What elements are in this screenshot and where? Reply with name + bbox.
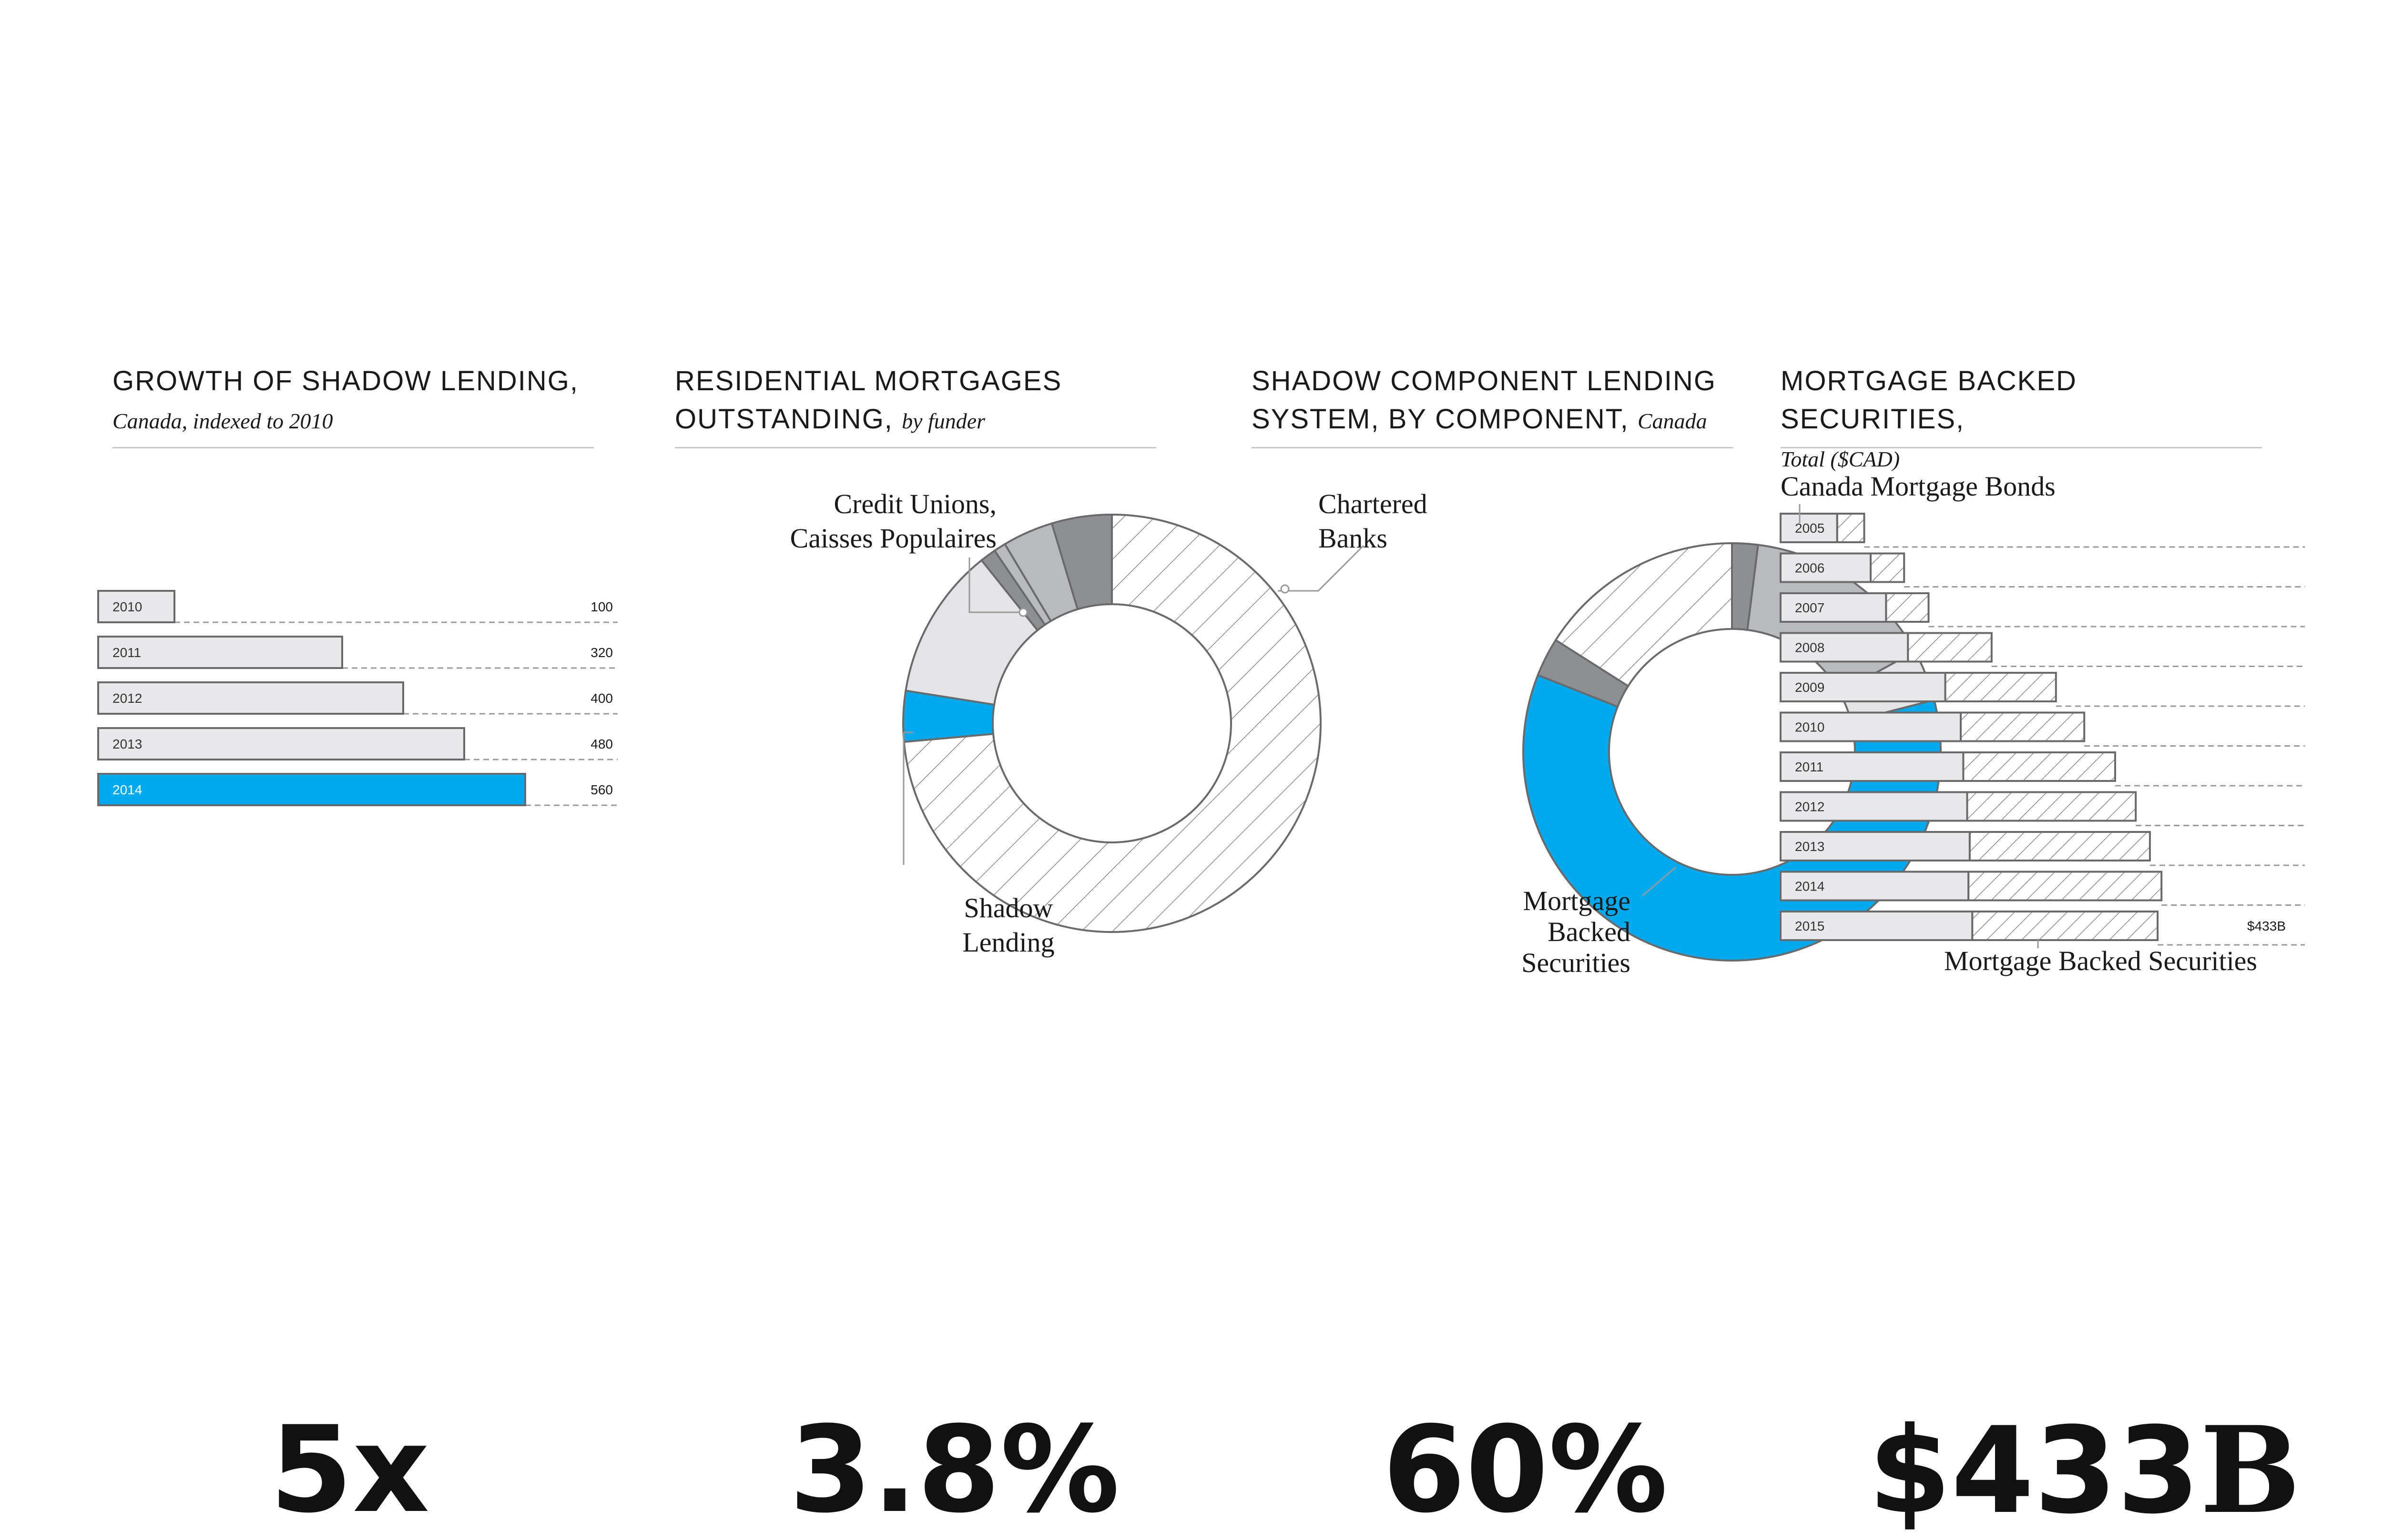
bar-category-label: 2015: [1795, 919, 1824, 933]
bar-cmb-2006: [1780, 552, 1872, 583]
title-divider: [1781, 447, 2262, 448]
bar-value-label: 480: [591, 737, 613, 751]
title-divider: [112, 447, 594, 448]
bar-mbs-2013: [1968, 831, 2151, 861]
title-divider: [1252, 447, 1733, 448]
bar-cmb-2010: [1780, 711, 1962, 742]
bar-2013: [97, 727, 465, 760]
big-stat: $433B: [1868, 1410, 2301, 1530]
big-stat: 60%: [1383, 1410, 1668, 1530]
bar-cmb-2015: [1780, 911, 1974, 941]
bar-mbs-2008: [1907, 632, 1993, 663]
bar-category-label: 2006: [1795, 561, 1824, 576]
panel-title: RESIDENTIAL MORTGAGES OUTSTANDING, by fu…: [675, 362, 1156, 440]
bar-value-label: 560: [591, 782, 613, 797]
leader-credit-unions: [968, 557, 1023, 613]
label-mortgage-backed-securities: Mortgage Backed Securities: [1521, 885, 1630, 978]
mortgages-donut-chart: Credit Unions, Caisses Populaires Chartere…: [790, 488, 1427, 958]
panel-mortgage-backed-securities: MORTGAGE BACKED SECURITIES, Total ($CAD)…: [1780, 362, 2305, 1530]
bar-2010: [97, 590, 175, 623]
bar-mbs-2005: [1836, 513, 1865, 543]
panel-title: MORTGAGE BACKED SECURITIES, Total ($CAD): [1781, 362, 2262, 478]
bar-mbs-2014: [1967, 871, 2163, 902]
bar-category-label: 2010: [1795, 720, 1824, 735]
bar-2014: [97, 773, 526, 806]
label-chartered-banks: Chartered Banks: [1318, 488, 1427, 554]
bar-mbs-2012: [1966, 791, 2137, 822]
bar-mbs-2010: [1960, 711, 2086, 742]
components-donut-chart: Mortgage Backed Securities: [1521, 542, 1942, 978]
big-stat-value: 60%: [1383, 1400, 1668, 1539]
panel-subtitle: Total ($CAD): [1781, 447, 1900, 471]
bar-mbs-2015: [1971, 911, 2159, 941]
panel-title: SHADOW COMPONENT LENDING SYSTEM, BY COMP…: [1252, 362, 1733, 440]
bar-category-label: 2008: [1795, 640, 1824, 655]
leader-chartered-banks: [1278, 545, 1365, 592]
bar-category-label: 2010: [112, 599, 142, 614]
leader-dot: [1280, 584, 1290, 594]
bar-category-label: 2014: [1795, 879, 1824, 894]
label-canada-mortgage-bonds: Canada Mortgage Bonds: [1781, 471, 2056, 502]
bar-category-label: 2011: [112, 645, 141, 660]
bar-category-label: 2012: [1795, 800, 1824, 814]
bar-2011: [97, 636, 343, 669]
bar-cmb-2007: [1780, 592, 1887, 623]
bar-mbs-2011: [1962, 751, 2116, 782]
panel-title: GROWTH OF SHADOW LENDING, Canada, indexe…: [112, 362, 594, 440]
panel-shadow-components: SHADOW COMPONENT LENDING SYSTEM, BY COMP…: [1252, 362, 1942, 1530]
bar-value-label: 320: [591, 645, 613, 660]
panel-title-main: MORTGAGE BACKED SECURITIES,: [1781, 365, 2077, 435]
bar-category-label: 2014: [112, 782, 142, 797]
bar-value-label: 400: [591, 691, 613, 706]
bar-mbs-2006: [1870, 552, 1905, 583]
panel-title-main: GROWTH OF SHADOW LENDING,: [112, 365, 579, 396]
growth-bar-chart: 2010 100 2011 320 2012 400 2013 480 2014 560: [97, 590, 618, 806]
bar-mbs-2007: [1885, 592, 1930, 623]
bar-category-label: 2005: [1795, 521, 1824, 536]
donut-slice-5: [1554, 542, 1733, 688]
bar-category-label: 2013: [1795, 839, 1824, 854]
leader-dot: [1018, 608, 1028, 617]
big-stat-value: 3.8%: [789, 1400, 1120, 1539]
label-shadow-lending: Shadow Lending: [962, 892, 1054, 958]
bar-category-label: 2007: [1795, 600, 1824, 615]
donut-slice-6: [1050, 513, 1113, 611]
end-total-label: $433B: [2247, 919, 2286, 933]
donut-slice-0: [903, 513, 1322, 933]
bar-category-label: 2011: [1795, 760, 1823, 774]
big-stat-unit: B: [2200, 1400, 2301, 1540]
big-stat: 5x: [270, 1410, 429, 1530]
bar-category-label: 2013: [112, 737, 142, 751]
title-divider: [675, 447, 1156, 448]
bar-2012: [97, 681, 404, 715]
panel-subtitle: Canada, indexed to 2010: [112, 409, 333, 433]
big-stat-value: $433: [1868, 1401, 2200, 1540]
mbs-stacked-bar-chart: 2005 2006 2007 2008 2009 2010 2011 2012 2013 2014…: [1780, 471, 2305, 976]
panel-subtitle: Canada: [1637, 409, 1707, 433]
big-stat: 3.8%: [789, 1410, 1120, 1530]
panel-title-main: SHADOW COMPONENT LENDING SYSTEM, BY COMP…: [1252, 365, 1717, 435]
panel-subtitle: by funder: [902, 409, 986, 433]
bar-category-label: 2012: [112, 691, 142, 706]
panel-growth-shadow-lending: GROWTH OF SHADOW LENDING, Canada, indexe…: [97, 362, 618, 1530]
bar-cmb-2008: [1780, 632, 1909, 663]
bar-category-label: 2009: [1795, 680, 1824, 695]
leader-mbs: [1642, 866, 1676, 897]
panel-title-main: RESIDENTIAL MORTGAGES OUTSTANDING,: [675, 365, 1062, 435]
bar-value-label: 100: [591, 599, 613, 614]
panel-residential-mortgages: RESIDENTIAL MORTGAGES OUTSTANDING, by fu…: [675, 362, 1427, 1530]
big-stat-value: 5x: [270, 1400, 430, 1539]
bar-cmb-2009: [1780, 672, 1946, 702]
label-credit-unions: Credit Unions, Caisses Populaires: [790, 488, 997, 554]
bar-mbs-2009: [1944, 672, 2057, 702]
label-mortgage-backed-securities: Mortgage Backed Securities: [1944, 945, 2257, 976]
